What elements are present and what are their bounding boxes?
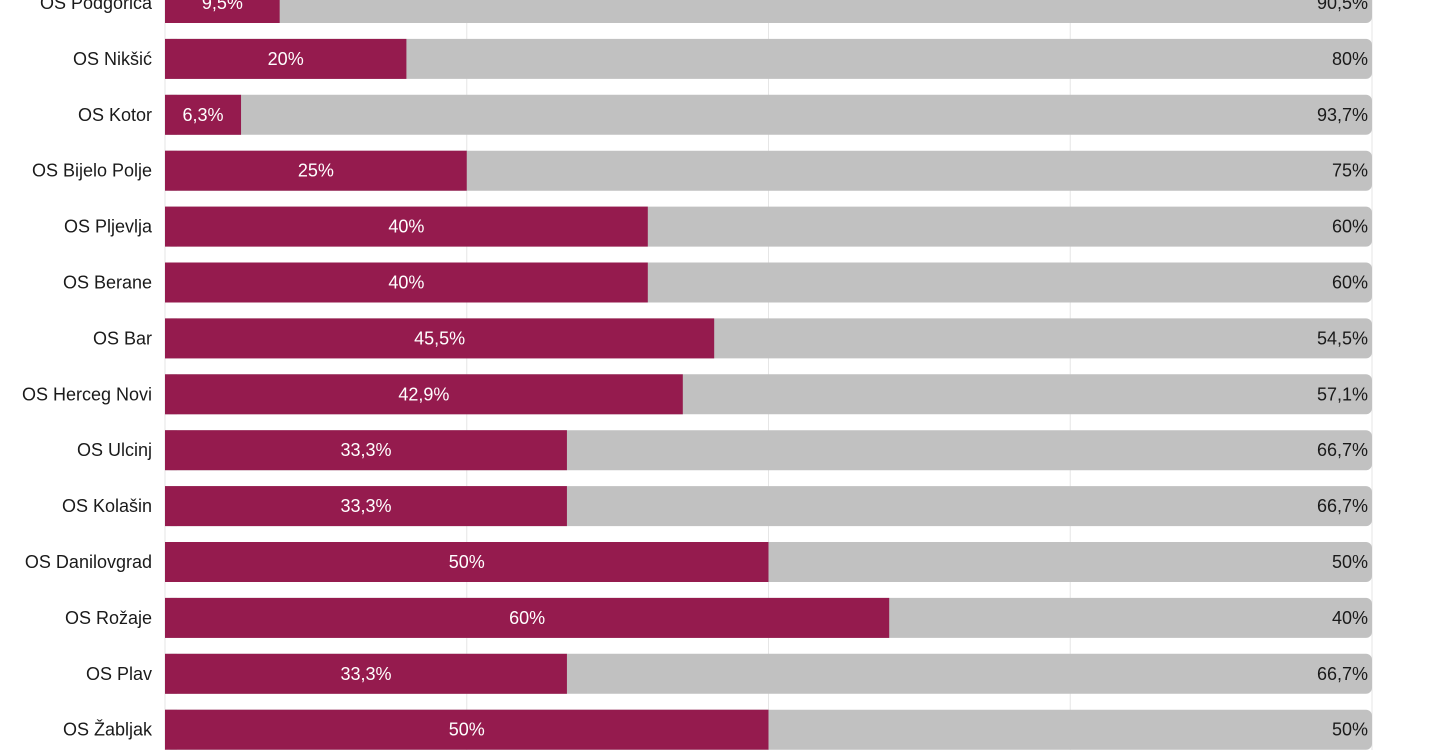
bar-segment-share bbox=[165, 374, 683, 415]
bar-segment-share bbox=[165, 542, 769, 582]
data-label-rest: 66,7% bbox=[1317, 440, 1368, 460]
bar-segment-share bbox=[165, 206, 648, 247]
data-label-rest: 40% bbox=[1332, 608, 1368, 628]
data-label-rest: 90,5% bbox=[1317, 0, 1368, 13]
data-label-rest: 66,7% bbox=[1317, 496, 1368, 516]
category-label: OS Danilovgrad bbox=[25, 552, 152, 572]
data-label-share: 50% bbox=[449, 720, 485, 740]
bar-segment-rest bbox=[165, 94, 1372, 135]
data-label-rest: 50% bbox=[1332, 720, 1368, 740]
bar-segment-share bbox=[165, 94, 242, 135]
category-label: OS Kolašin bbox=[62, 496, 152, 516]
bar-segment-share bbox=[165, 430, 567, 471]
data-label-rest: 60% bbox=[1332, 217, 1368, 237]
category-label: OS Bijelo Polje bbox=[32, 161, 152, 181]
data-label-share: 33,3% bbox=[340, 496, 391, 516]
data-label-rest: 93,7% bbox=[1317, 105, 1368, 125]
data-label-share: 25% bbox=[298, 161, 334, 181]
category-label: OS Žabljak bbox=[63, 720, 153, 740]
bar-segment-share bbox=[165, 318, 715, 359]
category-label: OS Berane bbox=[63, 273, 152, 293]
data-label-rest: 75% bbox=[1332, 161, 1368, 181]
bar-segment-share bbox=[165, 709, 769, 750]
bar-segment-share bbox=[165, 150, 467, 191]
data-label-rest: 50% bbox=[1332, 552, 1368, 572]
category-label: OS Ulcinj bbox=[77, 440, 152, 460]
bar-segment-share bbox=[165, 262, 648, 303]
data-label-rest: 57,1% bbox=[1317, 384, 1368, 404]
data-label-share: 40% bbox=[388, 273, 424, 293]
bar-segment-share bbox=[165, 597, 890, 638]
data-label-share: 45,5% bbox=[414, 328, 465, 348]
data-label-rest: 66,7% bbox=[1317, 664, 1368, 684]
category-label: OS Rožaje bbox=[65, 608, 152, 628]
bar-segment-share bbox=[165, 653, 567, 694]
data-label-share: 6,3% bbox=[183, 105, 224, 125]
data-label-share: 60% bbox=[509, 608, 545, 628]
data-label-rest: 80% bbox=[1332, 49, 1368, 69]
bar-segment-share bbox=[165, 38, 407, 79]
data-label-share: 9,5% bbox=[202, 0, 243, 13]
category-label: OS Plav bbox=[86, 664, 152, 684]
data-label-rest: 60% bbox=[1332, 273, 1368, 293]
category-label: OS Bar bbox=[93, 328, 152, 348]
data-label-share: 33,3% bbox=[340, 664, 391, 684]
data-label-rest: 54,5% bbox=[1317, 328, 1368, 348]
data-label-share: 33,3% bbox=[340, 440, 391, 460]
bar-segment-share bbox=[165, 486, 567, 527]
category-label: OS Nikšić bbox=[73, 49, 152, 69]
data-label-share: 42,9% bbox=[398, 384, 449, 404]
data-label-share: 40% bbox=[388, 217, 424, 237]
category-label: OS Pljevlja bbox=[64, 217, 153, 237]
category-label: OS Podgorica bbox=[40, 0, 153, 13]
bar-segment-rest bbox=[165, 38, 1372, 79]
bar-segment-rest bbox=[165, 0, 1372, 23]
data-label-share: 20% bbox=[268, 49, 304, 69]
bar-segment-share bbox=[165, 0, 280, 23]
data-label-share: 50% bbox=[449, 552, 485, 572]
category-label: OS Kotor bbox=[78, 105, 152, 125]
category-label: OS Herceg Novi bbox=[22, 384, 152, 404]
